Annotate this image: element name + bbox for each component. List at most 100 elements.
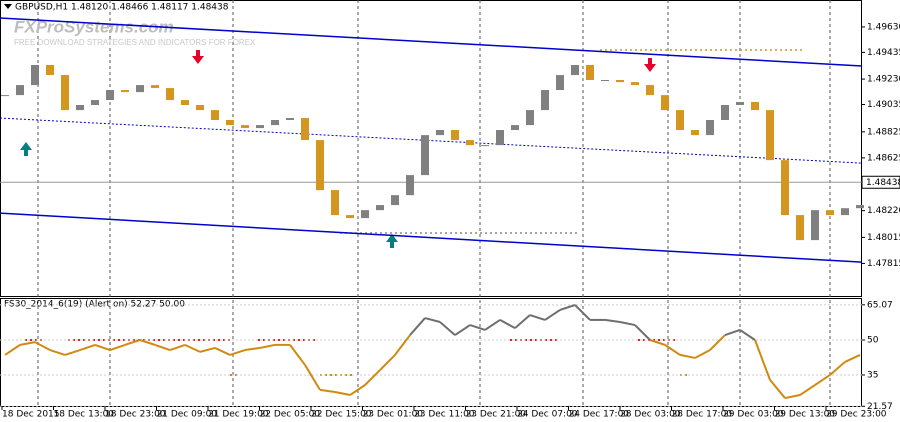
candle-body [721,105,729,120]
candle-body [136,85,144,93]
current-price-box [861,175,900,189]
oscillator-segment [484,319,501,331]
y-tick-label: 1.49630 [867,22,900,32]
candle-body [616,79,624,83]
y-tick-label: 1.49035 [867,100,900,110]
oscillator-segment [829,361,846,376]
time-label: 21 Dec 09:00 [157,410,218,420]
oscillator-segment [64,349,81,356]
candle-body [646,85,654,96]
time-label: 23 Dec 21:00 [466,410,527,420]
oscillator-segment [784,394,801,400]
watermark: FXProSystems.com [14,17,174,36]
candle-body [751,102,759,111]
oscillator-segment [214,347,231,356]
time-label: 28 Dec 03:00 [620,410,681,420]
time-label: 22 Dec 05:00 [260,410,321,420]
oscillator-segment [424,317,441,323]
oscillator-segment [529,314,546,321]
vertical-separators [37,0,831,406]
candle-body [31,65,39,86]
candle-body [121,90,129,93]
time-label: 29 Dec 03:00 [723,410,784,420]
candle-body [586,65,594,80]
oscillator-segment [409,317,426,336]
tagline: FREE DOWNLOAD STRATEGIES AND INDICATORS … [14,38,256,47]
candle-body [541,90,549,111]
oscillator-segment [109,343,126,351]
candle-body [601,79,609,81]
candle-body [166,88,174,101]
candle-body [526,110,534,126]
oscillator-segment [34,341,51,351]
candle-body [256,125,264,129]
oscillator-segment [754,339,771,381]
oscillator-segment [379,354,396,371]
candle-body [421,135,429,176]
oscillator-segment [259,343,276,349]
oscillator-segment [439,321,456,336]
oscillator-segment [334,391,351,397]
candle-body [676,110,684,131]
candle-body [61,75,69,111]
oscillator-segment [469,324,486,331]
y-tick-label: 35 [867,370,878,380]
time-label: 18 Dec 23:00 [105,410,166,420]
oscillator-segment [544,309,561,321]
oscillator-segment [304,364,321,391]
candle-body [706,119,714,136]
oscillator-segment [814,374,831,386]
candle-body [76,105,84,111]
candle-body [241,125,249,129]
candle-body [451,130,459,141]
candle-body [841,208,849,216]
time-label: 18 Dec 2015 [2,410,60,420]
candle-body [331,190,339,216]
oscillator-segment [559,304,576,311]
candle-body [436,130,444,136]
oscillator-segment [649,339,666,346]
dropdown-icon[interactable] [4,4,12,9]
oscillator-segment [4,344,21,356]
oscillator-segment [709,334,726,351]
candle-body [481,145,489,147]
oscillator-segment [124,339,141,346]
oscillator-segment [769,379,786,399]
candle-body [556,75,564,91]
y-tick-label: 1.48015 [867,233,900,243]
candle-body [571,65,579,76]
time-label: 24 Dec 07:00 [517,410,578,420]
time-label: 23 Dec 01:00 [363,410,424,420]
candle-body [211,110,219,120]
oscillator-segment [139,339,156,346]
oscillator-segment [799,384,816,396]
time-label: 28 Dec 17:00 [672,410,733,420]
trend-line [0,117,863,164]
candle-body [511,125,519,131]
time-label: 23 Dec 11:00 [414,410,475,420]
candle-body [466,140,474,146]
time-label: 24 Dec 17:00 [569,410,630,420]
candle-body [781,160,789,216]
candle-body [16,85,24,96]
y-tick-label: 50 [867,335,879,345]
candle-body [631,82,639,86]
oscillator-segment [499,319,516,329]
candle-body [91,100,99,106]
oscillator-segment [364,369,381,386]
y-tick-label: 21.57 [867,402,893,412]
y-tick-label: 1.48625 [867,153,900,163]
oscillator-segment [394,334,411,356]
candle-body [391,195,399,206]
candle-body [361,210,369,219]
candle-body [736,102,744,106]
candle-body [181,100,189,106]
oscillator-segment [604,318,621,324]
candle-body [346,215,354,219]
candle-body [301,118,309,141]
candle-body [151,85,159,89]
candle-body [46,65,54,76]
indicator-panel [0,298,862,407]
candle-body [226,119,234,126]
oscillator-segment [244,346,261,352]
